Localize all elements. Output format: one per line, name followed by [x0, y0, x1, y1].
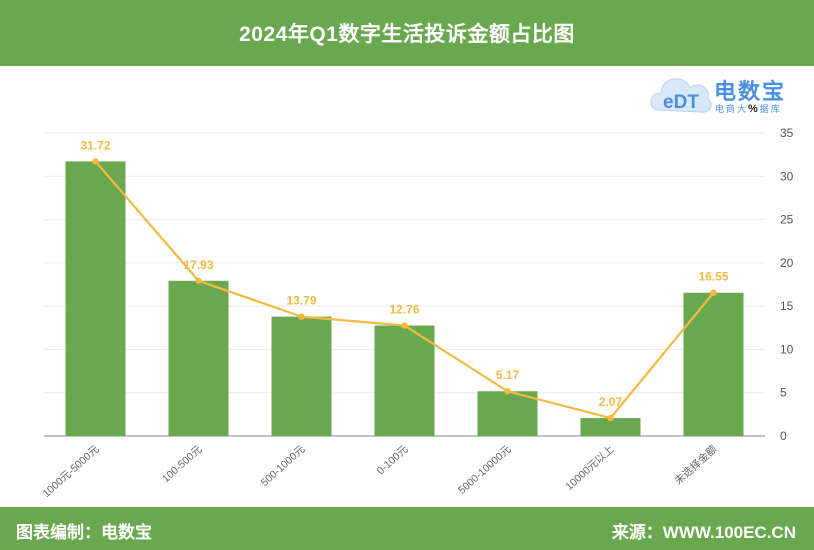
bar: [477, 391, 538, 436]
data-label: 12.76: [389, 303, 419, 317]
chart-title: 2024年Q1数字生活投诉金额占比图: [239, 23, 575, 46]
line-point: [401, 322, 408, 329]
data-label: 2.07: [599, 395, 623, 409]
footer-credit: 图表编制：电数宝: [16, 523, 152, 542]
y-tick-label: 5: [780, 386, 787, 400]
logo-sub-before: 电商大: [715, 104, 749, 114]
y-tick-label: 15: [780, 299, 794, 313]
data-label: 17.93: [183, 258, 213, 272]
y-tick-label: 10: [780, 342, 794, 356]
line-point: [607, 414, 614, 422]
data-label: 31.72: [80, 138, 110, 152]
line-point: [298, 313, 305, 320]
line-point: [710, 289, 717, 296]
bar: [374, 325, 435, 436]
logo-sub-after: 据库: [759, 104, 782, 114]
data-label: 13.79: [286, 294, 316, 308]
brand-logo: eDT 电数宝 电商大%据库: [648, 70, 798, 120]
y-tick-label: 20: [780, 256, 794, 270]
bar: [168, 280, 229, 436]
y-tick-label: 30: [780, 169, 794, 183]
line-point: [195, 277, 202, 284]
title-bar: 2024年Q1数字生活投诉金额占比图: [0, 0, 814, 66]
bar-line-chart: 0 5 10 15 20 25 30 35 31.72 17.93 13.79 12.76 5.17 2.…: [41, 126, 794, 500]
x-tick-label: 0-100元: [375, 443, 411, 477]
data-label: 5.17: [496, 368, 520, 382]
cloud-logo-icon: eDT: [650, 78, 712, 113]
logo-name: 电数宝: [714, 79, 787, 104]
bar: [271, 316, 332, 436]
bar: [683, 292, 744, 436]
x-tick-label: 1000元-5000元: [41, 443, 102, 500]
bar: [65, 161, 126, 436]
logo-subtitle: 电商大%据库: [715, 102, 782, 115]
logo-sub-pct: %: [748, 103, 760, 115]
x-tick-label: 500-1000元: [259, 443, 308, 489]
bar: [580, 418, 641, 436]
y-tick-label: 25: [780, 213, 794, 227]
footer-bar: 图表编制：电数宝 来源：WWW.100EC.CN: [0, 507, 814, 550]
x-tick-label: 100-500元: [160, 443, 205, 485]
x-tick-label: 5000-10000元: [456, 443, 514, 497]
data-label: 16.55: [698, 270, 728, 284]
x-tick-label: 未选择金额: [672, 442, 720, 487]
x-tick-label: 10000元以上: [563, 443, 616, 493]
y-tick-label: 0: [780, 429, 787, 443]
logo-glyph: eDT: [663, 92, 699, 113]
line-point: [504, 388, 511, 395]
y-tick-label: 35: [780, 126, 794, 140]
line-point: [92, 158, 99, 165]
footer-source: 来源：WWW.100EC.CN: [611, 523, 796, 542]
